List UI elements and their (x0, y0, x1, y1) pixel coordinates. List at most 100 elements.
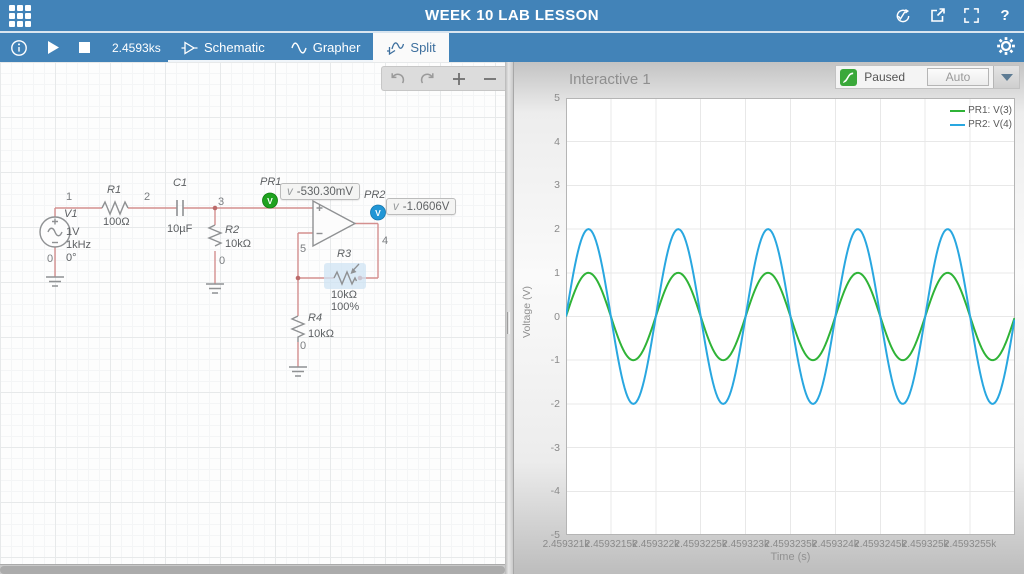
help-icon[interactable]: ? (1000, 7, 1010, 24)
v1-designator: V1 (64, 208, 78, 220)
tab-grapher[interactable]: Grapher (278, 33, 374, 62)
probe-pr1-icon[interactable]: V (262, 192, 278, 209)
convergence-assistant-icon[interactable] (894, 7, 912, 25)
y-tick-label: 2 (554, 223, 560, 236)
component-v1-ac-source[interactable] (39, 216, 71, 248)
y-tick-label: -4 (550, 485, 560, 498)
x-tick-label: 2.4593215k (584, 539, 638, 550)
legend-item: PR1: V(3) (950, 105, 1012, 116)
plot-legend: PR1: V(3) PR2: V(4) (950, 105, 1012, 130)
x-tick-label: 2.459325k (901, 539, 949, 550)
y-tick-label: 5 (554, 92, 560, 104)
pr1-designator: PR1 (260, 176, 282, 188)
pr2-reading[interactable]: v -1.0606V (386, 198, 457, 215)
y-tick-label: 3 (554, 179, 560, 192)
tab-schematic[interactable]: Schematic (168, 33, 278, 62)
range-mode-button[interactable]: Auto (927, 68, 989, 86)
y-axis-label: Voltage (V) (521, 286, 533, 338)
r3-value: 10kΩ (331, 289, 357, 301)
pr1-reading-unit: v (287, 185, 293, 198)
y-tick-label: -1 (550, 354, 560, 367)
wires[interactable] (54, 207, 379, 367)
run-button[interactable] (48, 33, 60, 62)
r1-value: 100Ω (103, 216, 130, 228)
v1-value-voltage: 1V (66, 226, 80, 238)
tab-grapher-label: Grapher (312, 40, 361, 55)
c1-value: 10µF (167, 223, 193, 235)
y-tick-label: 4 (554, 135, 560, 148)
paused-status-label: Paused (864, 70, 905, 84)
x-axis-label: Time (s) (770, 551, 811, 563)
v1-value-phase: 0° (66, 252, 77, 264)
schematic-canvas[interactable]: V V 1 V1 1V 1kHz 0° 0 R1 100Ω 2 C1 10µF … (0, 62, 505, 574)
app-launcher-icon[interactable] (9, 5, 31, 27)
topbar-separator (0, 31, 1024, 33)
range-dropdown-arrow[interactable] (993, 66, 1019, 88)
panel-splitter[interactable] (505, 62, 513, 574)
component-r3-potentiometer[interactable] (324, 263, 366, 289)
tab-split[interactable]: Split (373, 33, 449, 62)
series-trace-2 (565, 228, 1016, 405)
simulation-time: 2.4593ks (112, 40, 161, 55)
node-label-0-v1: 0 (47, 253, 54, 265)
pr2-reading-value: -1.0606V (402, 200, 450, 213)
component-r1-resistor[interactable] (101, 200, 129, 216)
node-label-2: 2 (144, 191, 151, 203)
y-tick-label: 1 (554, 266, 560, 279)
legend-swatch (950, 123, 966, 126)
redo-button[interactable] (415, 68, 441, 89)
node-label-4: 4 (382, 235, 389, 247)
tab-schematic-label: Schematic (204, 40, 265, 55)
y-tick-label: -2 (550, 397, 560, 410)
c1-designator: C1 (173, 177, 188, 189)
r3-percent: 100% (331, 301, 360, 313)
interactive-sim-icon[interactable] (840, 68, 858, 86)
x-tick-label: 2.459324k (812, 539, 859, 550)
component-r2-resistor[interactable] (207, 224, 223, 247)
component-c1-capacitor[interactable] (176, 200, 184, 216)
pr2-designator: PR2 (364, 189, 386, 201)
pr1-reading[interactable]: v -530.30mV (280, 183, 361, 200)
legend-swatch (950, 109, 966, 112)
fullscreen-icon[interactable] (962, 7, 980, 25)
zoom-in-button[interactable] (446, 68, 472, 89)
node-label-5: 5 (300, 243, 307, 255)
node-label-0-r2: 0 (219, 255, 226, 267)
x-tick-label: 2.459323k (722, 539, 769, 550)
x-tick-label: 2.459321k (542, 539, 590, 550)
undo-button[interactable] (384, 68, 410, 89)
graph-title: Interactive 1 (569, 71, 651, 88)
simulation-status-widget: Paused Auto (835, 65, 1020, 89)
y-tick-label: -5 (550, 529, 560, 541)
v1-value-frequency: 1kHz (66, 239, 92, 251)
r4-value: 10kΩ (308, 328, 334, 340)
x-tick-label: 2.4593245k (854, 539, 907, 550)
r2-designator: R2 (225, 224, 240, 236)
grapher-panel: Interactive 1 Paused Auto 5 4 3 2 1 0 -1 -2 -3 -4… (513, 62, 1024, 574)
r4-designator: R4 (308, 312, 323, 324)
page-title: WEEK 10 LAB LESSON (425, 7, 599, 24)
y-tick-label: 0 (554, 310, 560, 323)
component-r4-resistor[interactable] (290, 315, 306, 342)
probe-pr2-icon[interactable]: V (370, 204, 386, 221)
component-opamp[interactable] (312, 199, 357, 248)
x-tick-label: 2.4593225k (674, 539, 727, 550)
ground-symbols[interactable] (46, 276, 307, 377)
share-export-icon[interactable] (928, 7, 946, 25)
settings-gear-icon[interactable] (996, 36, 1016, 61)
schematic-horizontal-scrollbar[interactable] (0, 564, 505, 574)
info-icon[interactable] (10, 33, 28, 62)
stop-button[interactable] (79, 33, 90, 62)
x-tick-label: 2.4593255k (943, 539, 997, 550)
simulation-toolbar: 2.4593ks Schematic Grapher Split (0, 33, 1024, 62)
pr1-reading-value: -530.30mV (296, 185, 354, 198)
r1-designator: R1 (107, 184, 122, 196)
zoom-out-button[interactable] (477, 68, 503, 89)
x-tick-label: 2.4593235k (764, 539, 817, 550)
x-tick-label: 2.459322k (632, 539, 680, 550)
waveform-plot[interactable] (565, 98, 1016, 535)
legend-label: PR2: V(4) (968, 119, 1012, 130)
r2-value: 10kΩ (225, 238, 251, 250)
y-tick-label: -3 (550, 441, 560, 454)
